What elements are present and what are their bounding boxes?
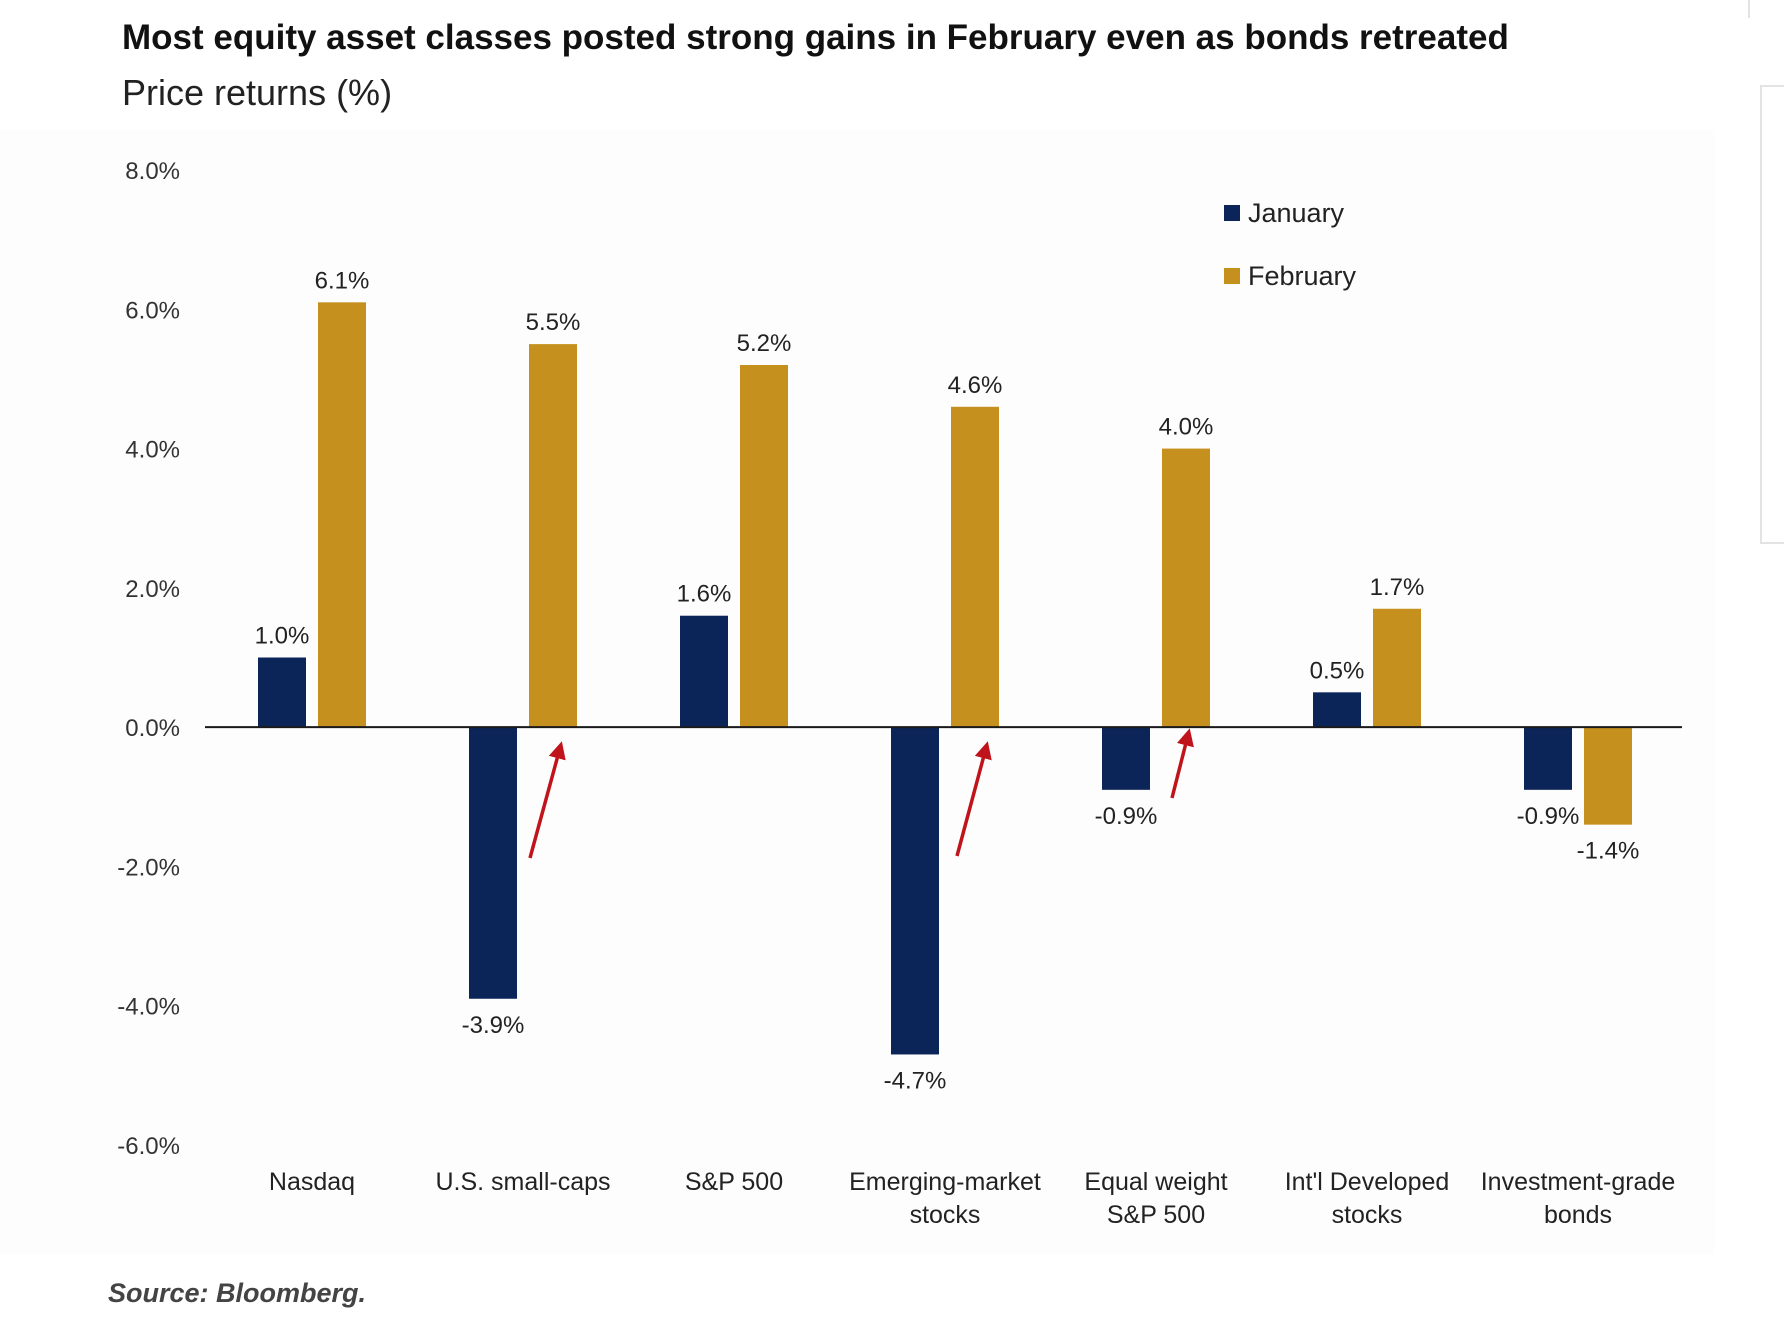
y-tick-label: 0.0% — [125, 715, 180, 742]
bar-february-0 — [318, 302, 366, 728]
chart-title: Most equity asset classes posted strong … — [122, 18, 1509, 57]
side-panel-border — [1760, 85, 1784, 544]
y-tick-label: -6.0% — [117, 1133, 180, 1160]
bar-february-1 — [529, 344, 577, 728]
legend: January February — [1224, 198, 1357, 291]
annotation-arrow — [528, 741, 566, 859]
annotation-arrows — [528, 728, 1194, 859]
x-tick-label: Equal weight — [1084, 1168, 1227, 1196]
x-tick-label: U.S. small-caps — [435, 1168, 610, 1196]
data-label-february: 6.1% — [315, 267, 370, 294]
data-label-february: 5.2% — [737, 330, 792, 357]
bar-february-3 — [951, 406, 999, 728]
bar-january-3 — [891, 727, 939, 1055]
bar-february-6 — [1584, 727, 1632, 825]
y-tick-label: -4.0% — [117, 994, 180, 1021]
legend-swatch-january — [1224, 205, 1240, 221]
data-label-february: 1.7% — [1370, 574, 1425, 601]
bar-february-2 — [740, 365, 788, 728]
data-label-january: -4.7% — [884, 1067, 947, 1094]
data-label-january: 1.6% — [677, 581, 732, 608]
legend-swatch-february — [1224, 268, 1240, 284]
x-tick-label: S&P 500 — [1107, 1201, 1205, 1229]
y-tick-label: 4.0% — [125, 437, 180, 464]
data-label-february: 4.0% — [1159, 414, 1214, 441]
x-tick-label: bonds — [1544, 1201, 1612, 1229]
data-label-february: 5.5% — [526, 309, 581, 336]
data-label-january: -0.9% — [1517, 803, 1580, 830]
bar-january-0 — [258, 657, 306, 728]
legend-label-february: February — [1248, 261, 1357, 291]
y-axis-ticks: 8.0% 6.0% 4.0% 2.0% 0.0% -2.0% -4.0% -6.0% — [117, 158, 180, 1160]
x-tick-label: Int'l Developed — [1285, 1168, 1450, 1196]
bar-february-4 — [1162, 448, 1210, 728]
data-label-january: 0.5% — [1310, 657, 1365, 684]
data-label-january: -0.9% — [1095, 803, 1158, 830]
bar-february-5 — [1373, 608, 1421, 728]
data-label-january: 1.0% — [255, 623, 310, 650]
x-tick-label: Investment-grade — [1481, 1168, 1676, 1196]
x-tick-label: S&P 500 — [685, 1168, 783, 1196]
side-panel-edge — [1748, 0, 1750, 18]
y-tick-label: 6.0% — [125, 297, 180, 324]
x-tick-label: Nasdaq — [269, 1168, 355, 1196]
data-label-february: -1.4% — [1577, 838, 1640, 865]
bars — [258, 302, 1632, 1055]
data-label-february: 4.6% — [948, 372, 1003, 399]
bar-january-6 — [1524, 727, 1572, 790]
legend-label-january: January — [1248, 198, 1345, 228]
bar-january-1 — [469, 727, 517, 999]
bar-january-4 — [1102, 727, 1150, 790]
data-labels: 1.0% 6.1% -3.9% 5.5% 1.6% 5.2% -4.7% 4.6% -0.9% 4… — [255, 267, 1640, 1094]
x-tick-label: stocks — [910, 1201, 981, 1229]
source-note: Source: Bloomberg. — [108, 1278, 367, 1308]
annotation-arrow — [1170, 728, 1194, 799]
bar-january-5 — [1313, 692, 1361, 728]
x-tick-label: stocks — [1332, 1201, 1403, 1229]
chart-subtitle: Price returns (%) — [122, 72, 393, 113]
y-tick-label: 2.0% — [125, 576, 180, 603]
annotation-arrow — [955, 741, 992, 857]
y-tick-label: 8.0% — [125, 158, 180, 185]
y-tick-label: -2.0% — [117, 854, 180, 881]
bar-january-2 — [680, 615, 728, 728]
x-tick-label: Emerging-market — [849, 1168, 1041, 1196]
plot-background — [0, 130, 1715, 1255]
data-label-january: -3.9% — [462, 1012, 525, 1039]
x-axis-labels: Nasdaq U.S. small-caps S&P 500 Emerging-mar… — [269, 1168, 1675, 1229]
